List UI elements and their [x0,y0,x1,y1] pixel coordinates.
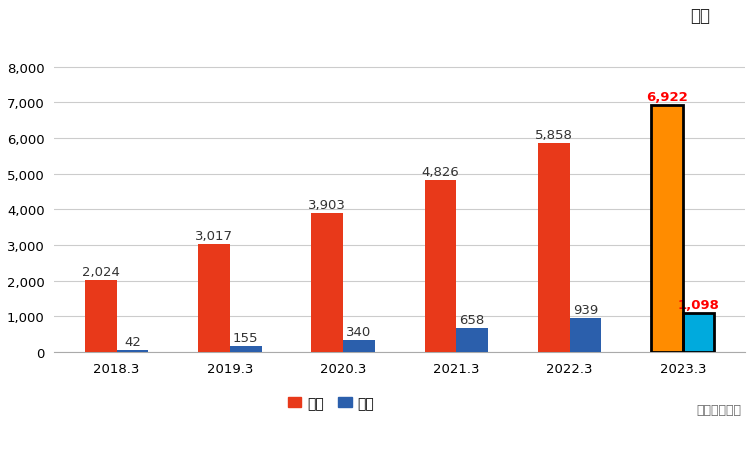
Text: 658: 658 [459,313,485,327]
Text: 3,017: 3,017 [195,230,233,243]
Bar [425,180,456,352]
Bar [651,106,683,352]
Bar [538,143,569,352]
Text: 5,858: 5,858 [535,129,573,142]
Text: 予想: 予想 [690,8,710,25]
Text: 4,826: 4,826 [422,165,459,178]
Legend: 売上, 経常: 売上, 経常 [282,391,379,415]
Bar [683,313,714,352]
Text: 1,098: 1,098 [678,298,720,311]
Text: 6,922: 6,922 [646,91,688,104]
Bar [199,245,230,352]
Text: 939: 939 [573,304,598,317]
Text: 155: 155 [233,331,259,345]
Bar [343,340,374,352]
Text: 3,903: 3,903 [308,198,346,211]
Text: 42: 42 [124,336,141,349]
Bar [651,106,683,352]
Bar [85,280,117,352]
Bar [683,313,714,352]
Text: 単位：百万円: 単位：百万円 [696,403,741,416]
Text: 2,024: 2,024 [82,265,120,278]
Bar [117,350,148,352]
Bar [569,319,602,352]
Text: 340: 340 [347,325,371,338]
Bar [230,346,262,352]
Bar [456,329,488,352]
Bar [311,213,343,352]
